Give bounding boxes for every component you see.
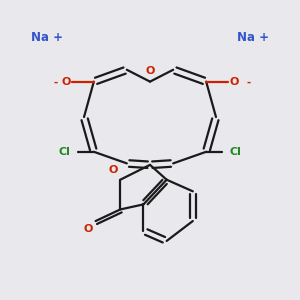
Text: O: O — [109, 165, 118, 175]
Text: O: O — [83, 224, 93, 234]
Text: -: - — [54, 78, 58, 88]
Text: Na +: Na + — [31, 31, 63, 44]
Text: -: - — [246, 78, 250, 88]
Text: O: O — [145, 66, 155, 76]
Text: Na +: Na + — [237, 31, 269, 44]
Text: O: O — [229, 76, 239, 87]
Text: Cl: Cl — [230, 147, 241, 157]
Text: Cl: Cl — [59, 147, 70, 157]
Text: O: O — [61, 76, 71, 87]
